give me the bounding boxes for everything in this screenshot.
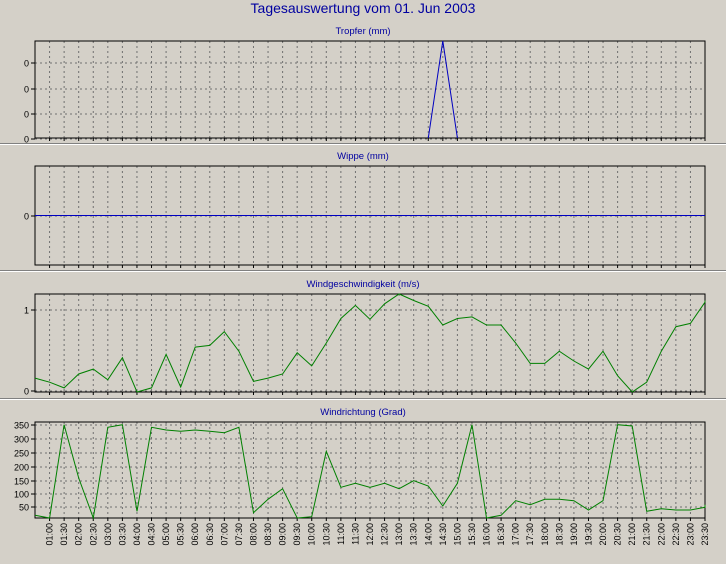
x-tick-label: 22:00 xyxy=(656,523,666,546)
x-tick-label: 22:30 xyxy=(671,523,681,546)
panel-title: Wippe (mm) xyxy=(337,151,389,162)
y-tick-label: 250 xyxy=(14,449,29,459)
x-tick-label: 03:00 xyxy=(103,523,113,546)
x-tick-label: 23:00 xyxy=(685,523,695,546)
x-tick-label: 07:30 xyxy=(234,523,244,546)
x-tick-label: 12:00 xyxy=(365,523,375,546)
chart-panel-2: 0 Wippe (mm) xyxy=(24,151,706,268)
x-tick-label: 11:00 xyxy=(336,523,346,545)
y-tick-label: 0 xyxy=(24,212,29,222)
x-tick-label: 02:00 xyxy=(74,523,84,546)
panel-title: Tropfer (mm) xyxy=(335,26,390,37)
x-tick-label: 20:30 xyxy=(613,523,623,546)
series-line xyxy=(34,424,706,520)
y-tick-label: 200 xyxy=(14,463,29,473)
plot-area xyxy=(35,294,705,392)
x-tick-label: 14:00 xyxy=(423,523,433,546)
y-tick-label: 150 xyxy=(14,477,29,487)
panel-title: Windrichtung (Grad) xyxy=(320,407,406,418)
y-tick-label: 350 xyxy=(14,421,29,431)
x-tick-label: 15:00 xyxy=(452,523,462,546)
y-tick-label: 50 xyxy=(19,503,29,513)
panel-divider xyxy=(0,143,726,145)
y-tick-label: 0 xyxy=(24,135,29,145)
x-tick-label: 10:00 xyxy=(307,523,317,546)
x-tick-label: 07:00 xyxy=(219,523,229,546)
x-tick-label: 17:00 xyxy=(511,523,521,546)
y-tick-label: 100 xyxy=(14,490,29,500)
panel-divider xyxy=(0,398,726,400)
x-tick-label: 03:30 xyxy=(117,523,127,546)
x-tick-label: 01:00 xyxy=(45,523,55,546)
x-tick-label: 18:30 xyxy=(554,523,564,546)
series-line xyxy=(427,40,458,139)
x-tick-label: 13:00 xyxy=(394,523,404,546)
y-tick-label: 0 xyxy=(24,110,29,120)
x-tick-label: 04:30 xyxy=(147,523,157,546)
x-tick-label: 11:30 xyxy=(350,523,360,545)
chart-panel-1: 0 0 0 0 Tropfer (mm) xyxy=(24,26,706,145)
x-tick-label: 16:30 xyxy=(496,523,506,546)
y-tick-label: 0 xyxy=(24,85,29,95)
panel-title: Windgeschwindigkeit (m/s) xyxy=(307,279,420,290)
x-tick-label: 06:00 xyxy=(190,523,200,546)
x-tick-label: 21:30 xyxy=(642,523,652,546)
x-tick-label: 19:30 xyxy=(583,523,593,546)
panel-divider xyxy=(0,270,726,272)
x-tick-label: 05:30 xyxy=(176,523,186,546)
y-tick-label: 1 xyxy=(24,306,29,316)
y-tick-label: 0 xyxy=(24,387,29,397)
x-tick-label: 16:00 xyxy=(482,523,492,546)
x-tick-label: 21:00 xyxy=(627,523,637,546)
x-tick-label: 14:30 xyxy=(438,523,448,546)
x-tick-label: 05:00 xyxy=(161,523,171,546)
x-tick-label: 08:00 xyxy=(248,523,258,546)
y-tick-label: 0 xyxy=(24,59,29,69)
page-title: Tagesauswertung vom 01. Jun 2003 xyxy=(250,0,476,16)
x-tick-label: 19:00 xyxy=(569,523,579,546)
x-tick-label: 02:30 xyxy=(88,523,98,546)
x-tick-label: 06:30 xyxy=(205,523,215,546)
x-tick-label: 04:00 xyxy=(132,523,142,546)
series-line xyxy=(34,293,706,393)
x-tick-label: 20:00 xyxy=(598,523,608,546)
x-tick-label: 10:30 xyxy=(321,523,331,546)
x-tick-label: 23:30 xyxy=(700,523,710,546)
x-tick-label: 09:00 xyxy=(278,523,288,546)
x-tick-label: 17:30 xyxy=(525,523,535,546)
x-tick-label: 08:30 xyxy=(263,523,273,546)
x-tick-label: 15:30 xyxy=(467,523,477,546)
x-tick-label: 09:30 xyxy=(292,523,302,546)
y-tick-label: 300 xyxy=(14,435,29,445)
x-tick-label: 18:00 xyxy=(540,523,550,546)
x-tick-label: 12:30 xyxy=(380,523,390,546)
x-tick-label: 01:30 xyxy=(59,523,69,546)
chart-panel-4: 350 300 250 200 150 100 50 Windrichtung (Grad) xyxy=(14,407,706,521)
x-tick-label: 13:30 xyxy=(409,523,419,546)
chart-panel-3: 1 0 Windgeschwindigkeit (m/s) xyxy=(24,279,706,397)
